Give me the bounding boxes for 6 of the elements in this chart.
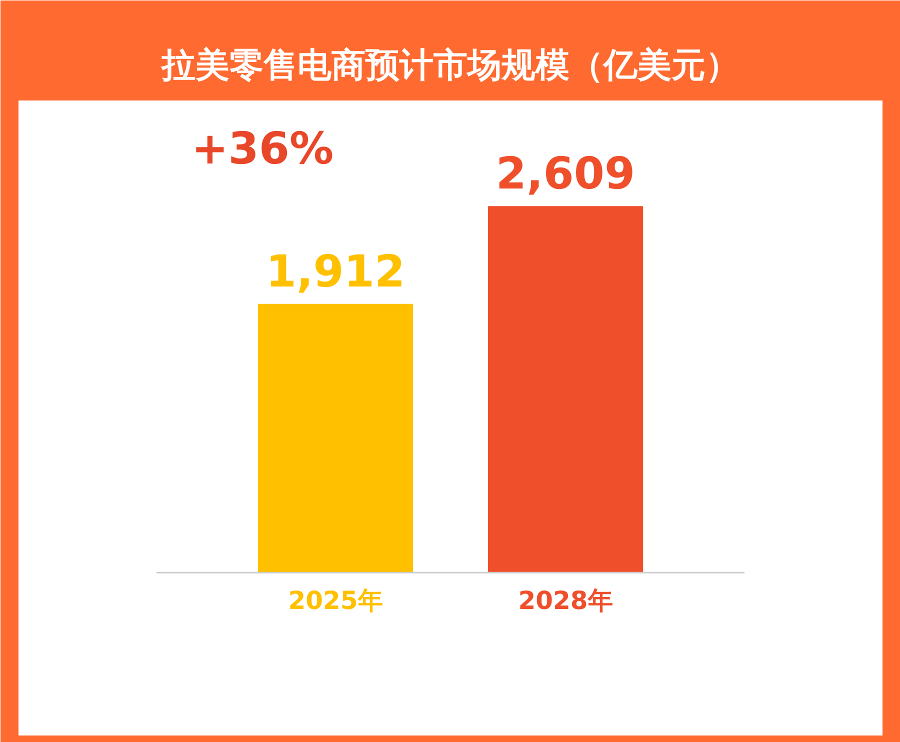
x-tick-label: 2025年 xyxy=(288,586,383,616)
text: +36% xyxy=(191,124,334,175)
data-label: 1,912 xyxy=(266,246,406,298)
x-tick-label: 2028年 xyxy=(518,586,613,616)
data-label: 2,609 xyxy=(496,148,636,200)
chart-title: 拉美零售电商预计市场规模（亿美元） xyxy=(160,46,740,86)
